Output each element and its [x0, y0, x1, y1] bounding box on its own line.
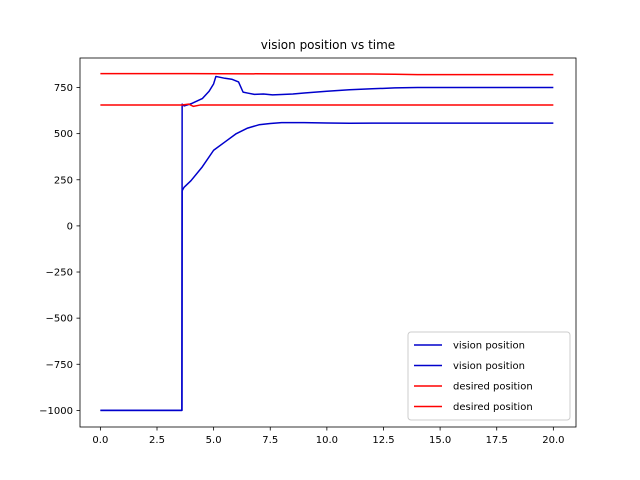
x-tick-label: 2.5 [149, 435, 165, 446]
legend-label: desired position [453, 402, 533, 413]
y-tick-label: −1000 [39, 406, 73, 417]
legend-label: vision position [453, 341, 525, 352]
legend-label: vision position [453, 361, 525, 372]
x-axis: 0.0 2.5 5.0 7.5 10.0 12.5 15.0 17.5 20.0 [92, 427, 564, 446]
y-axis: −1000 −750 −500 −250 0 250 500 750 [39, 83, 80, 417]
legend: vision position vision position desired po… [407, 331, 571, 421]
x-tick-label: 15.0 [429, 435, 451, 446]
series-line-3 [100, 72, 554, 76]
x-tick-label: 20.0 [542, 435, 564, 446]
y-tick-label: −750 [46, 360, 73, 371]
y-tick-label: 250 [54, 175, 73, 186]
plot-area: 0.0 2.5 5.0 7.5 10.0 12.5 15.0 17.5 20.0 −1000 −7… [39, 57, 577, 446]
y-tick-label: −250 [46, 268, 73, 279]
legend-label: desired position [453, 382, 533, 393]
series-line-4 [100, 103, 554, 108]
series-layer [100, 72, 554, 412]
y-tick-label: 500 [54, 129, 73, 140]
y-tick-label: −500 [46, 314, 73, 325]
legend-box [407, 331, 571, 421]
x-tick-label: 10.0 [316, 435, 338, 446]
x-tick-label: 0.0 [92, 435, 108, 446]
y-tick-label: 0 [67, 221, 73, 232]
x-tick-label: 12.5 [372, 435, 394, 446]
chart-title: vision position vs time [261, 38, 395, 52]
x-tick-label: 7.5 [262, 435, 278, 446]
y-tick-label: 750 [54, 83, 73, 94]
axes-frame [79, 57, 577, 428]
x-tick-label: 17.5 [486, 435, 508, 446]
x-tick-label: 5.0 [206, 435, 222, 446]
series-line-1 [100, 75, 554, 412]
series-line-2 [100, 121, 554, 412]
legend-items: vision position vision position desired po… [414, 341, 533, 413]
